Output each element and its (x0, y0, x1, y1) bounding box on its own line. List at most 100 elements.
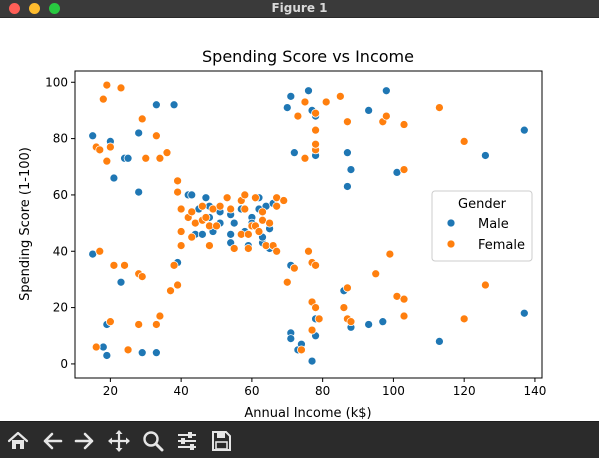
save-button[interactable] (207, 427, 235, 455)
data-point-female (251, 193, 260, 203)
configure-subplots-icon (178, 432, 196, 450)
data-point-female (116, 83, 126, 93)
data-point-female (106, 317, 115, 327)
pan-button[interactable] (105, 427, 133, 455)
data-point-male (169, 100, 179, 110)
data-point-female (304, 246, 313, 256)
legend-frame (431, 190, 533, 262)
y-tick-label: 20 (53, 301, 68, 315)
save-icon (212, 431, 231, 451)
data-point-female (399, 165, 409, 174)
back-button[interactable] (38, 427, 66, 455)
home-button[interactable] (4, 427, 32, 455)
legend-label-female: Female (478, 238, 525, 253)
data-point-female (258, 207, 267, 217)
data-point-male (151, 348, 161, 358)
data-point-male (304, 86, 313, 96)
data-point-female (98, 94, 108, 104)
data-point-female (226, 204, 236, 214)
data-point-female (311, 108, 320, 118)
data-point-female (385, 249, 395, 259)
data-point-female (176, 241, 186, 250)
data-point-female (197, 201, 207, 211)
data-point-female (162, 148, 172, 158)
data-point-female (187, 207, 197, 217)
data-point-female (91, 342, 101, 352)
data-point-male (364, 320, 374, 329)
data-point-female (282, 277, 292, 287)
data-point-female (106, 142, 115, 152)
data-point-male (289, 148, 299, 158)
data-point-female (229, 244, 239, 253)
data-point-male (88, 131, 98, 141)
data-point-male (187, 190, 197, 200)
data-point-female (311, 303, 320, 312)
data-point-female (95, 145, 105, 155)
data-point-female (155, 311, 165, 321)
data-point-female (212, 221, 221, 231)
data-point-female (399, 120, 409, 129)
data-point-male (346, 165, 356, 174)
data-point-female (343, 117, 352, 127)
data-point-female (297, 345, 306, 355)
data-point-female (399, 311, 409, 321)
data-point-female (215, 201, 225, 211)
data-points (88, 80, 529, 366)
scatter-chart: Spending Score vs Income 20 40 60 80 100 120 1… (18, 47, 546, 421)
data-point-female (335, 91, 345, 101)
data-point-female (272, 246, 282, 256)
data-point-female (265, 218, 274, 228)
maximize-window-button[interactable] (49, 3, 60, 14)
data-point-male (201, 193, 211, 203)
data-point-female (293, 111, 303, 121)
data-point-male (381, 86, 391, 96)
data-point-male (286, 334, 296, 343)
y-tick-label: 40 (53, 244, 68, 258)
x-tick-label: 40 (173, 384, 188, 398)
data-point-female (95, 246, 105, 256)
forward-button[interactable] (71, 427, 99, 455)
data-point-male (137, 348, 147, 358)
data-point-female (155, 153, 165, 163)
data-point-female (254, 227, 264, 236)
x-tick-label: 60 (244, 384, 259, 398)
data-point-male (435, 337, 444, 346)
data-point-female (314, 314, 324, 324)
zoom-button[interactable] (139, 427, 167, 455)
data-point-male (197, 229, 207, 239)
data-point-female (289, 263, 299, 273)
data-point-female (173, 187, 182, 197)
data-point-male (134, 128, 144, 138)
legend-title: Gender (458, 197, 507, 212)
data-point-female (300, 153, 310, 163)
legend-marker-male (446, 218, 456, 228)
data-point-female (459, 137, 469, 146)
data-point-female (201, 213, 211, 222)
data-point-female (311, 139, 320, 149)
data-point-female (279, 196, 289, 205)
data-point-female (173, 176, 182, 186)
data-point-male (343, 148, 352, 158)
data-point-female (222, 193, 232, 203)
figure-canvas: Spending Score vs Income 20 40 60 80 100 120 1… (0, 18, 599, 421)
y-axis: 0 20 40 60 80 100 (45, 75, 75, 371)
legend-label-male: Male (478, 217, 509, 232)
data-point-female (151, 131, 161, 141)
close-window-button[interactable] (9, 3, 20, 14)
data-point-male (307, 356, 317, 366)
x-axis-label: Annual Income (k$) (244, 406, 371, 421)
data-point-male (519, 308, 529, 318)
chart-title: Spending Score vs Income (202, 47, 414, 66)
data-point-female (371, 269, 381, 279)
data-point-female (151, 320, 161, 329)
legend-marker-female (446, 239, 456, 249)
data-point-male (343, 182, 352, 191)
pan-icon (108, 430, 130, 452)
data-point-female (346, 317, 356, 327)
data-point-female (435, 103, 444, 112)
data-point-female (459, 314, 469, 324)
data-point-female (102, 80, 112, 90)
minimize-window-button[interactable] (29, 3, 40, 14)
configure-subplots-button[interactable] (173, 427, 201, 455)
